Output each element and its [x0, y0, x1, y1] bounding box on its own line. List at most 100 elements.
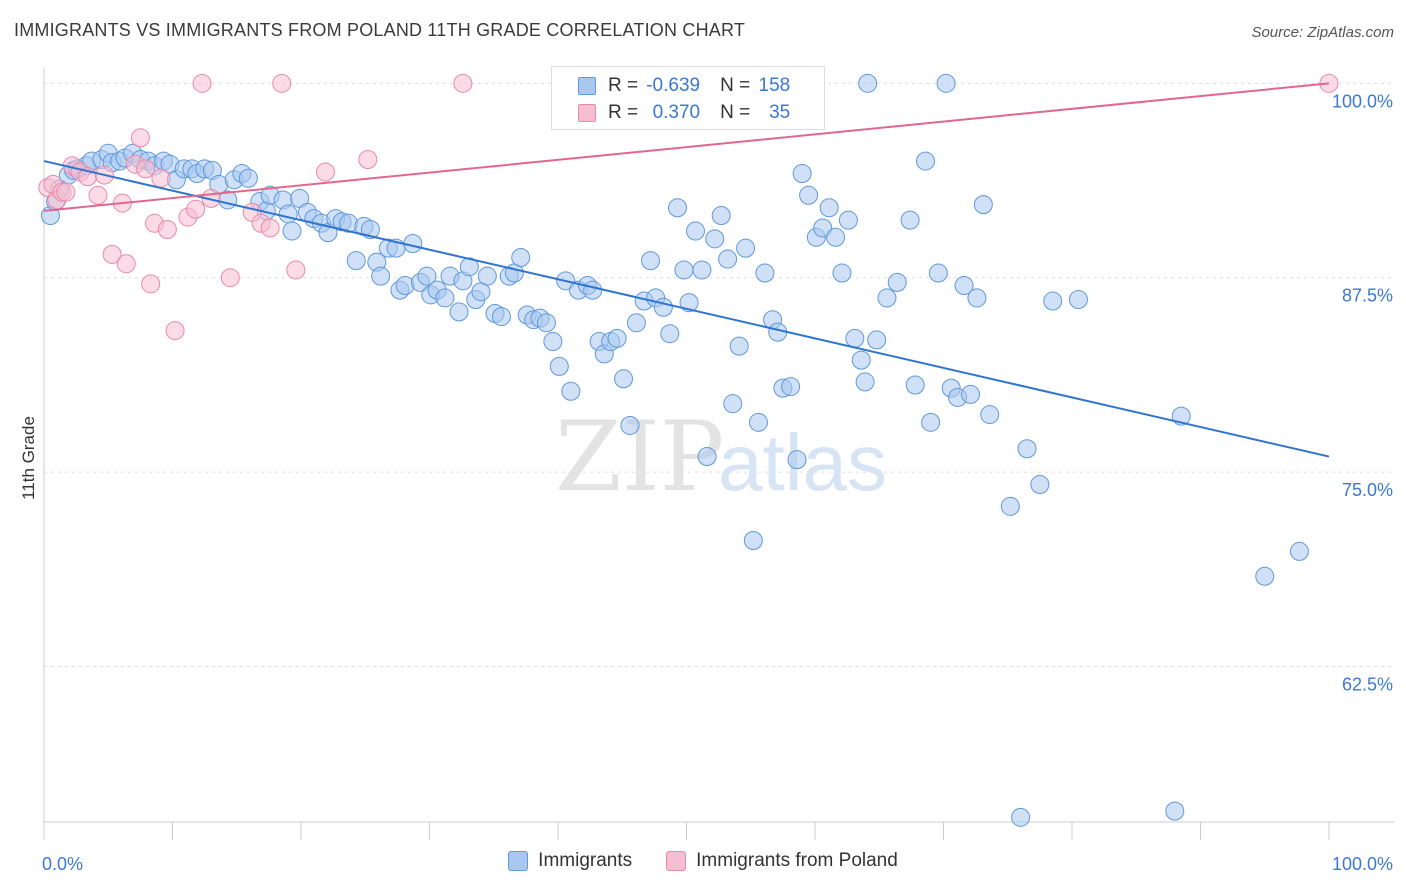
immigrants-point	[832, 263, 852, 283]
immigrants-point	[954, 275, 974, 295]
poland-point	[116, 254, 136, 274]
immigrants-point	[799, 185, 819, 205]
source-label: Source: ZipAtlas.com	[1251, 24, 1394, 41]
immigrants-point	[511, 247, 531, 267]
poland-point	[141, 274, 161, 294]
immigrants-point	[583, 280, 603, 300]
immigrants-point	[1011, 807, 1031, 827]
poland-point	[192, 73, 212, 93]
y-axis-label: 11th Grade	[19, 416, 38, 500]
y-tick-label: 75.0%	[1342, 480, 1393, 500]
poland-point	[88, 185, 108, 205]
poland-point	[220, 268, 240, 288]
legend-swatch-blue	[578, 77, 596, 95]
series-poland	[38, 73, 1339, 341]
immigrants-point	[614, 369, 634, 389]
poland-point	[453, 73, 473, 93]
immigrants-point	[711, 206, 731, 226]
immigrants-point	[723, 394, 743, 414]
immigrants-point	[916, 151, 936, 171]
y-tick-labels: 62.5% 75.0% 87.5% 100.0%	[1332, 91, 1393, 694]
immigrants-point	[781, 377, 801, 397]
poland-point	[102, 244, 122, 264]
immigrants-point	[1165, 801, 1185, 821]
immigrants-point	[491, 307, 511, 327]
immigrants-point	[626, 313, 646, 333]
poland-point	[286, 260, 306, 280]
immigrants-point	[973, 195, 993, 215]
immigrants-point	[360, 220, 380, 240]
legend-label-immigrants: Immigrants	[538, 850, 633, 871]
immigrants-point	[435, 288, 455, 308]
immigrants-point	[660, 324, 680, 344]
poland-point	[130, 128, 150, 148]
immigrants-point	[1000, 496, 1020, 516]
poland-point	[272, 73, 292, 93]
y-tick-label: 100.0%	[1332, 91, 1393, 111]
poland-point	[260, 218, 280, 238]
poland-point	[157, 220, 177, 240]
n-label: N =	[720, 102, 751, 123]
immigrants-point	[743, 531, 763, 551]
immigrants-point	[867, 330, 887, 350]
immigrants-point	[278, 204, 298, 224]
immigrants-point	[980, 405, 1000, 425]
immigrants-point	[697, 447, 717, 467]
immigrants-point	[928, 263, 948, 283]
poland-point	[186, 199, 206, 219]
immigrants-point	[960, 384, 980, 404]
immigrants-point	[549, 356, 569, 376]
immigrants-point	[819, 198, 839, 218]
immigrants-point	[543, 331, 563, 351]
watermark-zip: ZIP	[555, 401, 724, 513]
poland-point	[315, 162, 335, 182]
immigrants-point	[813, 218, 833, 238]
trendline-immigrants	[43, 160, 1330, 458]
legend-item-immigrants[interactable]: Immigrants	[508, 850, 632, 872]
poland-point	[358, 150, 378, 170]
immigrants-point	[905, 375, 925, 395]
x-tick-labels: 0.0% 100.0%	[42, 854, 1393, 874]
immigrants-point	[620, 415, 640, 435]
immigrants-point	[668, 198, 688, 218]
immigrants-point	[1017, 439, 1037, 459]
immigrants-point	[1289, 541, 1309, 561]
n-value-immigrants: 158	[758, 75, 791, 96]
immigrants-point	[641, 251, 661, 271]
immigrants-point	[674, 260, 694, 280]
immigrants-point	[346, 251, 366, 271]
immigrants-point	[692, 260, 712, 280]
r-label: R =	[608, 102, 639, 123]
legend-swatch-pink	[666, 851, 687, 871]
immigrants-point	[395, 275, 415, 295]
immigrants-point	[792, 164, 812, 184]
trendlines	[43, 82, 1330, 458]
legend-swatch-blue	[508, 851, 529, 871]
immigrants-point	[718, 249, 738, 269]
stats-row-immigrants: R = -0.639 N = 158	[578, 74, 790, 98]
immigrants-point	[858, 73, 878, 93]
stats-legend: R = -0.639 N = 158 R = 0.370 N = 35	[551, 66, 825, 130]
immigrants-point	[845, 328, 865, 348]
immigrants-point	[936, 73, 956, 93]
immigrants-point	[748, 412, 768, 432]
immigrants-point	[755, 263, 775, 283]
poland-point	[56, 182, 76, 202]
immigrants-point	[967, 288, 987, 308]
r-value-poland: 0.370	[652, 102, 701, 123]
poland-point	[151, 168, 171, 188]
immigrants-point	[787, 450, 807, 470]
immigrants-point	[561, 381, 581, 401]
immigrants-point	[1068, 289, 1088, 309]
trendline-poland	[43, 82, 1330, 212]
legend-swatch-pink	[578, 104, 596, 122]
immigrants-point	[685, 221, 705, 241]
immigrants-point	[1030, 475, 1050, 495]
immigrants-point	[459, 257, 479, 277]
legend-item-poland[interactable]: Immigrants from Poland	[666, 850, 898, 872]
immigrants-point	[826, 227, 846, 247]
immigrants-point	[729, 336, 749, 356]
immigrants-point	[449, 302, 469, 322]
immigrants-point	[921, 412, 941, 432]
